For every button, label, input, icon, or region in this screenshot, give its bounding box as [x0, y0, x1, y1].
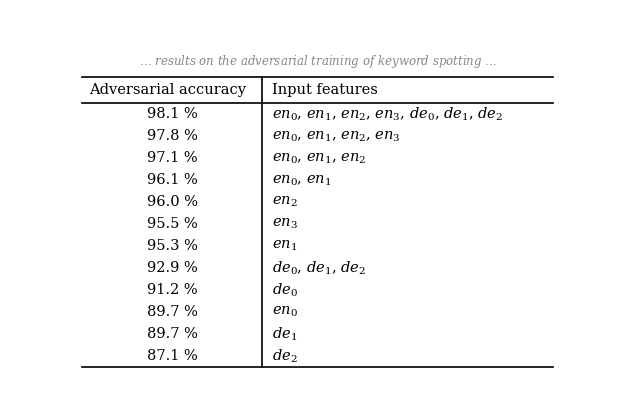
Text: $en_0$: $en_0$ [272, 305, 298, 319]
Text: 98.1 %: 98.1 % [147, 107, 198, 121]
Text: 95.3 %: 95.3 % [147, 239, 198, 253]
Text: Adversarial accuracy: Adversarial accuracy [89, 83, 247, 97]
Text: Input features: Input features [272, 83, 378, 97]
Text: 95.5 %: 95.5 % [147, 217, 198, 231]
Text: 91.2 %: 91.2 % [147, 283, 198, 297]
Text: $de_1$: $de_1$ [272, 325, 297, 343]
Text: $\ldots$ results on the adversarial training of keyword spotting $\ldots$: $\ldots$ results on the adversarial trai… [139, 53, 497, 69]
Text: 92.9 %: 92.9 % [147, 261, 198, 275]
Text: 87.1 %: 87.1 % [147, 349, 198, 363]
Text: $en_0$, $en_1$, $en_2$: $en_0$, $en_1$, $en_2$ [272, 151, 366, 166]
Text: $de_0$, $de_1$, $de_2$: $de_0$, $de_1$, $de_2$ [272, 260, 366, 277]
Text: 96.1 %: 96.1 % [147, 173, 198, 187]
Text: $en_3$: $en_3$ [272, 217, 298, 231]
Text: 89.7 %: 89.7 % [147, 327, 198, 341]
Text: 97.1 %: 97.1 % [147, 151, 198, 165]
Text: $de_2$: $de_2$ [272, 347, 298, 365]
Text: $en_0$, $en_1$: $en_0$, $en_1$ [272, 173, 332, 188]
Text: $en_0$, $en_1$, $en_2$, $en_3$, $de_0$, $de_1$, $de_2$: $en_0$, $en_1$, $en_2$, $en_3$, $de_0$, … [272, 106, 503, 123]
Text: 89.7 %: 89.7 % [147, 305, 198, 319]
Text: $en_0$, $en_1$, $en_2$, $en_3$: $en_0$, $en_1$, $en_2$, $en_3$ [272, 129, 401, 144]
Text: 97.8 %: 97.8 % [147, 129, 198, 144]
Text: 96.0 %: 96.0 % [147, 195, 198, 209]
Text: $en_1$: $en_1$ [272, 239, 298, 253]
Text: $de_0$: $de_0$ [272, 282, 298, 299]
Text: $en_2$: $en_2$ [272, 195, 298, 210]
